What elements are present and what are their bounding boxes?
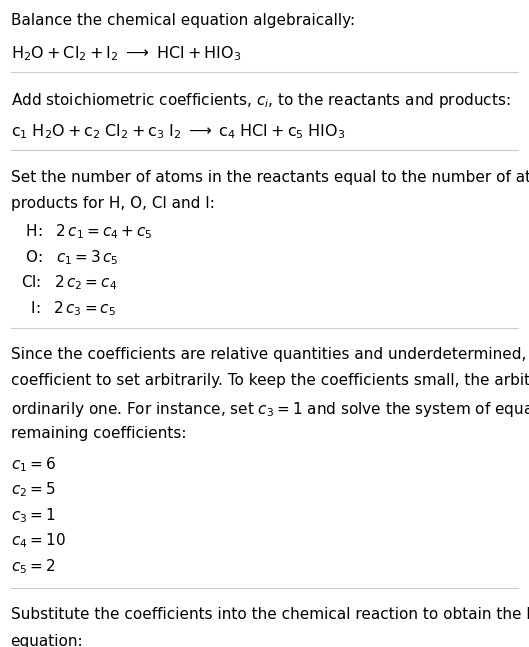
Text: $c_1 = 6$: $c_1 = 6$ — [11, 455, 56, 474]
Text: Since the coefficients are relative quantities and underdetermined, choose a: Since the coefficients are relative quan… — [11, 347, 529, 362]
Text: remaining coefficients:: remaining coefficients: — [11, 426, 186, 441]
Text: $c_3 = 1$: $c_3 = 1$ — [11, 506, 55, 525]
Text: Add stoichiometric coefficients, $c_i$, to the reactants and products:: Add stoichiometric coefficients, $c_i$, … — [11, 91, 510, 111]
Text: Cl: $\;\;2\,c_2 = c_4$: Cl: $\;\;2\,c_2 = c_4$ — [21, 274, 117, 292]
Text: $c_4 = 10$: $c_4 = 10$ — [11, 532, 65, 551]
Text: H: $\;\;2\,c_1 = c_4 + c_5$: H: $\;\;2\,c_1 = c_4 + c_5$ — [21, 223, 153, 241]
Text: Substitute the coefficients into the chemical reaction to obtain the balanced: Substitute the coefficients into the che… — [11, 607, 529, 622]
Text: coefficient to set arbitrarily. To keep the coefficients small, the arbitrary va: coefficient to set arbitrarily. To keep … — [11, 373, 529, 388]
Text: I: $\;\;2\,c_3 = c_5$: I: $\;\;2\,c_3 = c_5$ — [21, 299, 116, 318]
Text: equation:: equation: — [11, 633, 83, 647]
Text: $c_2 = 5$: $c_2 = 5$ — [11, 481, 55, 499]
Text: $\mathrm{H_2O + Cl_2 + I_2 \;\longrightarrow\; HCl + HIO_3}$: $\mathrm{H_2O + Cl_2 + I_2 \;\longrighta… — [11, 44, 241, 63]
Text: Set the number of atoms in the reactants equal to the number of atoms in the: Set the number of atoms in the reactants… — [11, 170, 529, 185]
Text: O: $\;\;c_1 = 3\,c_5$: O: $\;\;c_1 = 3\,c_5$ — [21, 248, 119, 267]
Text: Balance the chemical equation algebraically:: Balance the chemical equation algebraica… — [11, 13, 355, 28]
Text: products for H, O, Cl and I:: products for H, O, Cl and I: — [11, 196, 214, 211]
Text: ordinarily one. For instance, set $c_3 = 1$ and solve the system of equations fo: ordinarily one. For instance, set $c_3 =… — [11, 400, 529, 419]
Text: $c_5 = 2$: $c_5 = 2$ — [11, 557, 55, 576]
Text: $\mathrm{c_1\; H_2O + c_2\; Cl_2 + c_3\; I_2 \;\longrightarrow\; c_4\; HCl + c_5: $\mathrm{c_1\; H_2O + c_2\; Cl_2 + c_3\;… — [11, 122, 345, 141]
